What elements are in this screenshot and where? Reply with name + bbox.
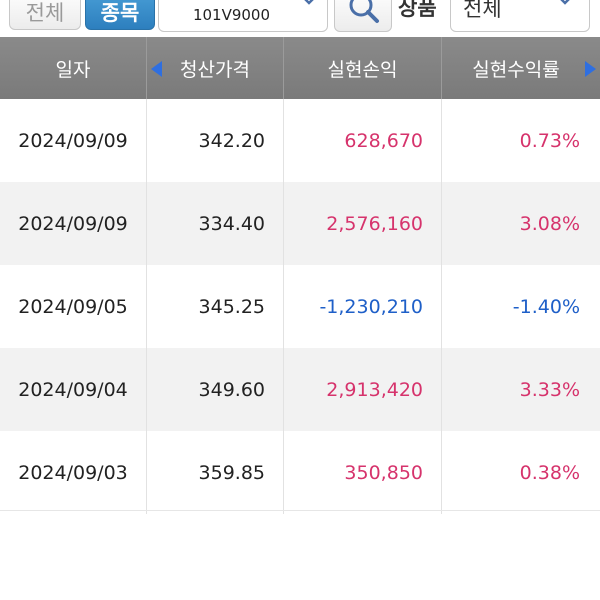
cell-price: 334.40	[147, 182, 284, 265]
cell-rate: 3.33%	[519, 378, 580, 401]
cell-price: 349.60	[147, 348, 284, 431]
cell-pnl: -1,230,210	[284, 265, 442, 348]
cell-date: 2024/09/04	[0, 348, 147, 431]
column-header-rate-label: 실현수익률	[472, 58, 560, 81]
cell-rate: -1.40%	[512, 295, 580, 318]
arrow-right-icon[interactable]	[585, 61, 596, 77]
cell-date: 2024/09/05	[0, 265, 147, 348]
table-bottom-divider	[0, 510, 600, 511]
column-header-date: 일자	[0, 37, 147, 99]
cell-rate: 0.73%	[519, 129, 580, 152]
arrow-left-icon[interactable]	[151, 61, 162, 77]
chevron-down-icon	[304, 0, 314, 5]
magnifier-icon	[349, 0, 379, 23]
chevron-down-icon	[560, 0, 570, 5]
cell-rate: 3.08%	[519, 212, 580, 235]
search-button[interactable]	[334, 0, 392, 32]
column-header-rate: 실현수익률	[442, 37, 600, 99]
filter-bar: 전체 종목 101V9000 상품 전체	[0, 0, 600, 37]
column-header-price-label: 청산가격	[180, 58, 250, 81]
product-select-value: 전체	[463, 0, 502, 21]
table-row[interactable]: 2024/09/05 345.25 -1,230,210 -1.40%	[0, 265, 600, 348]
table-body: 2024/09/09 342.20 628,670 0.73% 2024/09/…	[0, 99, 600, 514]
cell-pnl: 628,670	[284, 99, 442, 182]
cell-date: 2024/09/03	[0, 431, 147, 514]
all-toggle-label: 전체	[25, 1, 65, 25]
cell-pnl: 350,850	[284, 431, 442, 514]
cell-price: 342.20	[147, 99, 284, 182]
item-toggle-button[interactable]: 종목	[85, 0, 155, 30]
product-select[interactable]: 전체	[450, 0, 590, 32]
column-header-price: 청산가격	[147, 37, 284, 99]
item-code-value: 101V9000	[192, 6, 271, 24]
product-label: 상품	[398, 0, 437, 20]
cell-pnl: 2,913,420	[284, 348, 442, 431]
column-header-pnl-label: 실현손익	[327, 58, 398, 81]
item-toggle-label: 종목	[100, 1, 140, 25]
table-header: 일자 청산가격 실현손익 실현수익률	[0, 37, 600, 99]
column-header-date-label: 일자	[55, 58, 91, 81]
all-toggle-button[interactable]: 전체	[9, 0, 81, 30]
cell-rate: 0.38%	[519, 461, 580, 484]
cell-price: 359.85	[147, 431, 284, 514]
cell-date: 2024/09/09	[0, 182, 147, 265]
cell-price: 345.25	[147, 265, 284, 348]
cell-date: 2024/09/09	[0, 99, 147, 182]
column-header-pnl: 실현손익	[284, 37, 442, 99]
table-row[interactable]: 2024/09/03 359.85 350,850 0.38%	[0, 431, 600, 514]
table-row[interactable]: 2024/09/04 349.60 2,913,420 3.33%	[0, 348, 600, 431]
table-row[interactable]: 2024/09/09 334.40 2,576,160 3.08%	[0, 182, 600, 265]
table-row[interactable]: 2024/09/09 342.20 628,670 0.73%	[0, 99, 600, 182]
cell-pnl: 2,576,160	[284, 182, 442, 265]
item-code-select[interactable]: 101V9000	[158, 0, 328, 32]
